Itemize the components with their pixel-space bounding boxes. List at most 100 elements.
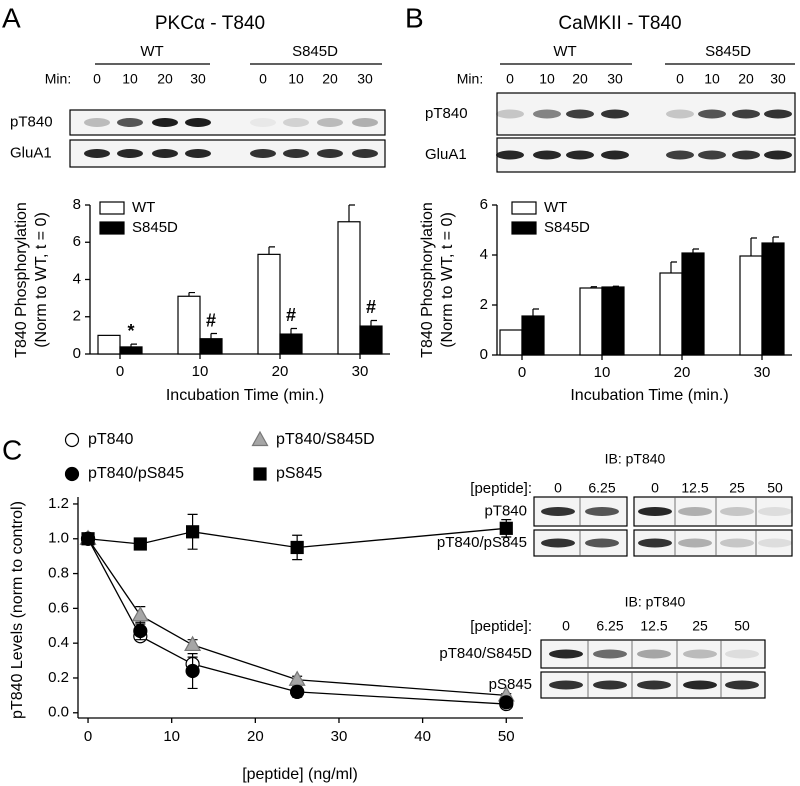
y-axis-label: (Norm to WT, t = 0) <box>439 212 456 348</box>
band <box>601 150 629 160</box>
band <box>638 507 672 516</box>
band <box>732 150 760 160</box>
band <box>496 150 524 160</box>
row-label: pT840 <box>10 113 53 130</box>
marker <box>64 432 80 448</box>
ib-label: IB: pT840 <box>625 594 686 610</box>
y-tick-label: 2 <box>480 296 488 313</box>
x-tick-label: 0 <box>116 363 124 380</box>
lane-label: 30 <box>190 71 206 87</box>
y-tick-label: 6 <box>73 233 81 250</box>
band <box>666 109 694 119</box>
lane-label: 30 <box>607 71 623 87</box>
error-bar <box>370 319 377 327</box>
band <box>638 538 672 548</box>
band <box>250 149 276 158</box>
error-bar <box>590 286 597 288</box>
bar <box>739 255 763 356</box>
band <box>585 507 619 516</box>
lane-label: 50 <box>767 480 783 496</box>
x-tick-label: 20 <box>272 363 289 380</box>
band <box>764 150 792 160</box>
marker <box>133 537 147 551</box>
x-tick-label: 10 <box>594 364 611 381</box>
band <box>566 150 594 160</box>
band <box>117 118 143 127</box>
bar <box>177 295 201 355</box>
y-tick-label: 8 <box>73 196 81 213</box>
band <box>283 149 309 158</box>
band <box>593 680 627 690</box>
band <box>683 649 717 659</box>
lane-label: 12.5 <box>640 618 667 634</box>
band <box>698 150 726 160</box>
band <box>185 118 211 127</box>
lane-label: 20 <box>738 71 754 87</box>
y-tick-label: 4 <box>73 270 81 287</box>
band <box>678 507 712 516</box>
band <box>317 149 343 158</box>
bar <box>279 333 303 355</box>
row-label: pS845 <box>489 676 532 693</box>
band <box>549 680 583 690</box>
bar <box>337 221 361 355</box>
legend-swatch <box>99 201 125 215</box>
marker <box>253 467 267 481</box>
band <box>725 649 759 659</box>
lane-label: 0 <box>259 71 267 87</box>
x-tick-label: 30 <box>352 363 369 380</box>
lane-label: 20 <box>157 71 173 87</box>
legend-label: pT840/pS845 <box>88 465 184 482</box>
band <box>637 680 671 690</box>
row-label: pT840/S845D <box>439 645 532 662</box>
x-tick-label: 50 <box>498 728 515 745</box>
annotation: * <box>127 321 134 341</box>
band <box>637 649 671 659</box>
legend-label: S845D <box>544 219 590 236</box>
x-tick-label: 0 <box>518 364 526 381</box>
band <box>250 118 276 127</box>
band <box>152 149 178 158</box>
annotation: # <box>366 297 376 317</box>
x-tick-label: 20 <box>247 728 264 745</box>
lane-label: 10 <box>704 71 720 87</box>
error-bar <box>188 291 195 297</box>
x-tick-label: 40 <box>414 728 431 745</box>
lane-label: 20 <box>322 71 338 87</box>
band <box>352 149 378 158</box>
annotation: # <box>206 310 216 330</box>
row-label: pT840 <box>425 105 468 122</box>
y-tick-label: 1.2 <box>48 495 69 512</box>
x-tick-label: 10 <box>163 728 180 745</box>
y-axis-label: T840 Phosphorylation <box>13 202 30 358</box>
row-label: pT840 <box>484 502 527 519</box>
min-label: Min: <box>45 71 71 87</box>
lane-label: 10 <box>539 71 555 87</box>
lane-label: 0 <box>93 71 101 87</box>
y-axis-label: (Norm to WT, t = 0) <box>33 212 50 348</box>
band <box>585 538 619 548</box>
bar <box>681 252 705 356</box>
error-bar <box>348 204 355 222</box>
y-tick-label: 0.0 <box>48 704 69 721</box>
y-axis-label: T840 Phosphorylation <box>419 202 436 358</box>
band <box>566 109 594 119</box>
x-tick-label: 20 <box>674 364 691 381</box>
lane-label: 0 <box>676 71 684 87</box>
peptide-label: [peptide]: <box>470 618 532 635</box>
error-bar <box>268 246 275 255</box>
bar <box>359 325 383 355</box>
y-axis-label: pT840 Levels (norm to control) <box>9 501 26 719</box>
band <box>764 109 792 119</box>
band <box>758 538 792 548</box>
legend-label: pT840/S845D <box>276 431 375 448</box>
legend-label: WT <box>544 199 567 216</box>
marker <box>499 521 513 535</box>
y-tick-label: 4 <box>480 246 488 263</box>
lane-label: 50 <box>734 618 750 634</box>
lane-label: 25 <box>692 618 708 634</box>
band <box>666 150 694 160</box>
marker <box>81 532 95 546</box>
lane-label: 10 <box>288 71 304 87</box>
